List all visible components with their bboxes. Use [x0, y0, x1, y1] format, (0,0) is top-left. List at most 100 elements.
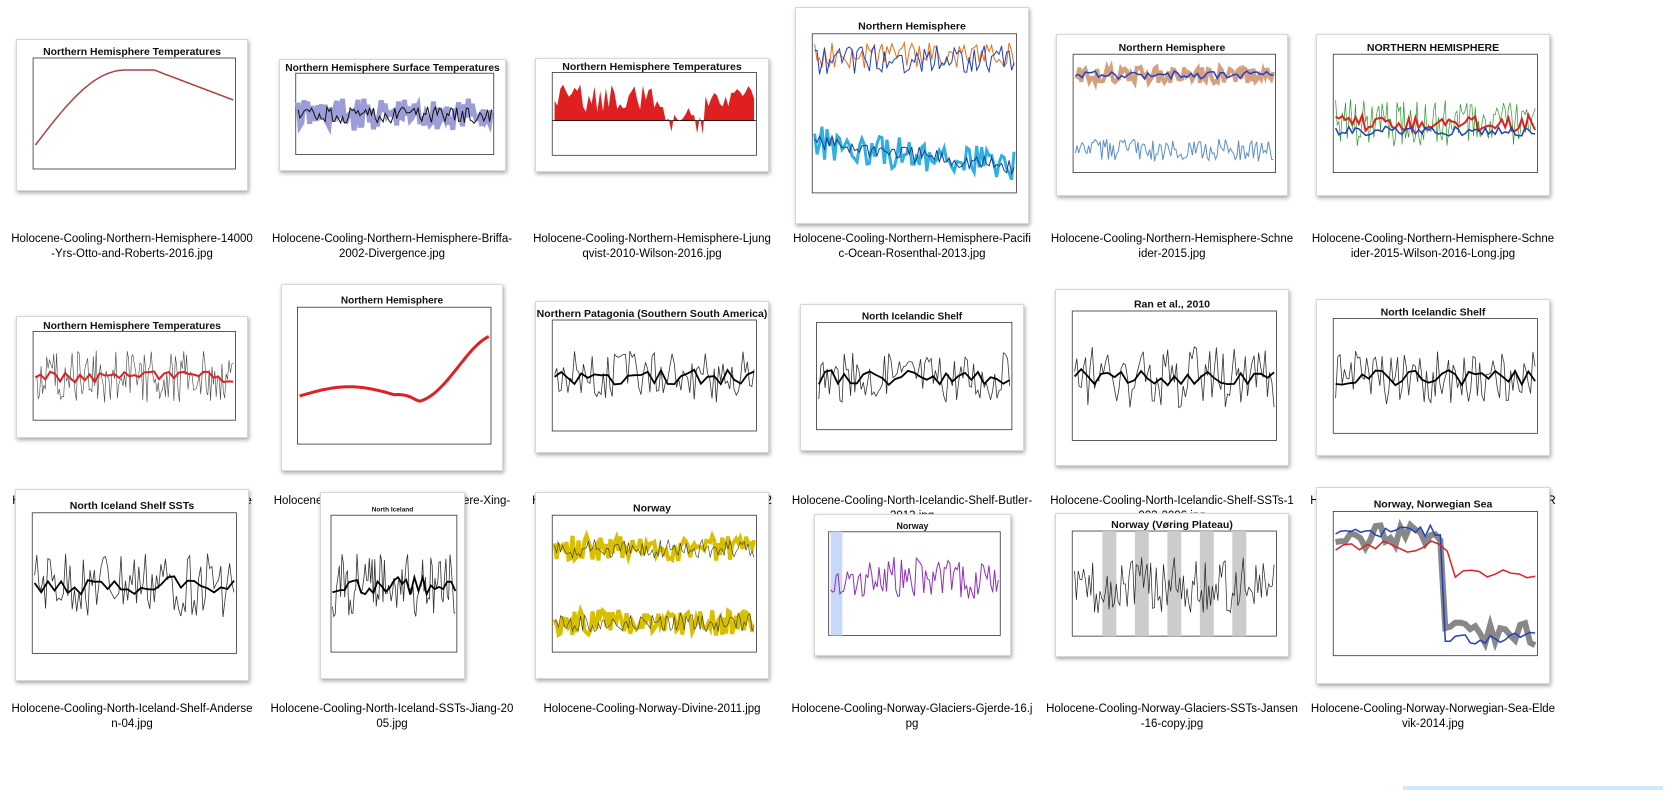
file-name-line: Holocene-Cooling-North-Iceland-SSTs-Jian… [270, 703, 514, 715]
thumbnail-chart-image: Northern Hemisphere Surface Temperatures [285, 63, 500, 156]
thumbnail-frame: Northern Patagonia (Southern South Ameri… [522, 262, 782, 492]
thumbnail-title: Northern Hemisphere Temperatures [43, 321, 221, 332]
thumbnail-frame: North Icelandic Shelf [1303, 262, 1563, 492]
file-item[interactable]: Norway, Norwegian Sea Holocene-Cooling-No… [1303, 470, 1563, 735]
file-name-line: Holocene-Cooling-Norway-Norwegian-Sea-El… [1310, 703, 1556, 715]
thumbnail-frame: NORTHERN HEMISPHERE [1303, 0, 1563, 230]
thumbnail-title: Northern Hemisphere Temperatures [43, 47, 221, 58]
file-name-label[interactable]: Holocene-Cooling-Northern-Hemisphere-Pac… [782, 232, 1042, 262]
file-name-line: c-Ocean-Rosenthal-2013.jpg [838, 248, 986, 260]
image-thumbnail[interactable]: Northern Hemisphere Surface Temperatures [278, 59, 506, 171]
file-item[interactable]: NORTHERN HEMISPHERE Holocene-Cooling-Nort… [1303, 0, 1563, 265]
thumbnail-frame: Northern Hemisphere Temperatures [522, 0, 782, 230]
image-thumbnail[interactable]: North Icelandic Shelf [800, 303, 1024, 451]
thumbnail-frame: North Iceland Shelf SSTs [2, 470, 262, 700]
thumbnail-frame: Northern Hemisphere [782, 0, 1042, 230]
thumbnail-frame: Northern Hemisphere [262, 262, 522, 492]
file-name-label[interactable]: Holocene-Cooling-North-Iceland-Shelf-And… [2, 702, 262, 732]
thumbnail-title: NORTHERN HEMISPHERE [1367, 42, 1499, 54]
file-name-label[interactable]: Holocene-Cooling-Northern-Hemisphere-Sch… [1042, 232, 1302, 262]
file-name-label[interactable]: Holocene-Cooling-Norway-Glaciers-Gjerde-… [782, 702, 1042, 732]
image-thumbnail[interactable]: Northern Hemisphere Temperatures [535, 58, 769, 172]
file-item[interactable]: North Icelandic Shelf Holocene-Cooling-No… [782, 262, 1042, 527]
file-name-label[interactable]: Holocene-Cooling-Norway-Divine-2011.jpg [522, 702, 782, 717]
image-thumbnail[interactable]: Norway [813, 514, 1011, 656]
thumbnail-chart-image: NORTHERN HEMISPHERE [1332, 42, 1538, 174]
thumbnail-title: Northern Patagonia (Southern South Ameri… [537, 308, 768, 320]
selection-highlight [1403, 786, 1663, 790]
thumbnail-chart-image: Northern Hemisphere Temperatures [32, 47, 236, 170]
file-item[interactable]: Northern Hemisphere Surface Temperatures… [262, 0, 522, 265]
file-name-line: -Yrs-Otto-and-Roberts-2016.jpg [51, 248, 213, 260]
file-name-line: Holocene-Cooling-Norway-Glaciers-Gjerde-… [791, 703, 1033, 715]
thumbnail-frame: Norway [782, 470, 1042, 700]
thumbnail-title: North Iceland Shelf SSTs [70, 500, 195, 512]
image-thumbnail[interactable]: Northern Hemisphere [281, 283, 503, 471]
image-thumbnail[interactable]: NORTHERN HEMISPHERE [1316, 34, 1550, 196]
image-thumbnail[interactable]: Norway, Norwegian Sea [1316, 486, 1550, 684]
file-name-line: -16-copy.jpg [1140, 718, 1204, 730]
file-name-line: n-04.jpg [111, 718, 153, 730]
image-thumbnail[interactable]: Northern Hemisphere [795, 6, 1029, 224]
file-name-label[interactable]: Holocene-Cooling-Norway-Norwegian-Sea-El… [1303, 702, 1563, 732]
thumbnail-chart-image: Norway [551, 502, 757, 652]
image-thumbnail[interactable]: Norway [535, 491, 769, 679]
thumbnail-chart-image: North Icelandic Shelf [1332, 306, 1538, 434]
image-thumbnail[interactable]: Ran et al., 2010 [1055, 288, 1289, 466]
file-item[interactable]: Norway Holocene-Cooling-Norway-Divine-201… [522, 470, 782, 735]
image-thumbnail[interactable]: Norway (Vøring Plateau) [1055, 513, 1289, 657]
thumbnail-frame: Northern Hemisphere Temperatures [2, 262, 262, 492]
file-name-label[interactable]: Holocene-Cooling-Norway-Glaciers-SSTs-Ja… [1042, 702, 1302, 732]
image-thumbnail[interactable]: North Iceland Shelf SSTs [15, 489, 249, 681]
file-name-line: Holocene-Cooling-Northern-Hemisphere-Sch… [1311, 233, 1555, 245]
file-item[interactable]: Ran et al., 2010 Holocene-Cooling-North-I… [1042, 262, 1302, 527]
thumbnail-title: Norway [896, 521, 928, 531]
thumbnail-title: Northern Hemisphere Surface Temperatures [285, 63, 500, 74]
file-name-line: pg [905, 718, 919, 730]
thumbnail-frame: Northern Hemisphere Surface Temperatures [262, 0, 522, 230]
file-name-line: Holocene-Cooling-North-Icelandic-Shelf-B… [791, 495, 1033, 507]
file-name-line: ider-2015-Wilson-2016-Long.jpg [1350, 248, 1516, 260]
file-item[interactable]: Northern Hemisphere Temperatures Holocene… [2, 0, 262, 265]
thumbnail-frame: Northern Hemisphere Temperatures [2, 0, 262, 230]
file-item[interactable]: Northern Hemisphere Temperatures Holocene… [522, 0, 782, 265]
file-item[interactable]: North Iceland Holocene-Cooling-North-Icel… [262, 470, 522, 735]
thumbnail-title: Ran et al., 2010 [1134, 298, 1210, 310]
file-name-line: vik-2014.jpg [1401, 718, 1464, 730]
file-name-label[interactable]: Holocene-Cooling-Northern-Hemisphere-Bri… [262, 232, 522, 262]
thumbnail-chart-image: Northern Hemisphere Temperatures [551, 61, 757, 156]
thumbnail-frame: North Iceland [262, 470, 522, 700]
thumbnail-chart-image: North Icelandic Shelf [816, 311, 1013, 430]
file-item[interactable]: Northern Hemisphere Holocene-Cooling-Nort… [1042, 0, 1302, 265]
file-name-label[interactable]: Holocene-Cooling-Northern-Hemisphere-Lju… [522, 232, 782, 262]
thumbnail-title: North Iceland [371, 506, 413, 513]
file-name-label[interactable]: Holocene-Cooling-Northern-Hemisphere-140… [2, 232, 262, 262]
thumbnail-frame: Ran et al., 2010 [1042, 262, 1302, 492]
file-name-line: Holocene-Cooling-Northern-Hemisphere-Sch… [1050, 233, 1294, 245]
image-thumbnail[interactable]: Northern Patagonia (Southern South Ameri… [535, 301, 769, 453]
file-item[interactable]: Norway (Vøring Plateau) Holocene-Cooling-… [1042, 470, 1302, 735]
thumbnail-chart-image: North Iceland [330, 506, 457, 652]
thumbnail-chart-image: Northern Hemisphere Temperatures [32, 321, 236, 421]
image-thumbnail[interactable]: North Icelandic Shelf [1316, 298, 1550, 456]
file-name-line: Holocene-Cooling-Northern-Hemisphere-140… [11, 233, 253, 245]
image-thumbnail[interactable]: North Iceland [319, 491, 465, 679]
thumbnail-frame: Northern Hemisphere [1042, 0, 1302, 230]
thumbnail-chart-image: Northern Hemisphere [296, 295, 492, 444]
file-item[interactable]: Norway Holocene-Cooling-Norway-Glaciers-G… [782, 470, 1042, 735]
thumbnail-frame: Norway (Vøring Plateau) [1042, 470, 1302, 700]
file-name-label[interactable]: Holocene-Cooling-Northern-Hemisphere-Sch… [1303, 232, 1563, 262]
thumbnail-title: Norway, Norwegian Sea [1374, 498, 1493, 510]
image-thumbnail[interactable]: Northern Hemisphere Temperatures [16, 316, 248, 438]
file-item[interactable]: North Iceland Shelf SSTs Holocene-Cooling… [2, 470, 262, 735]
thumbnail-chart-image: Norway [827, 521, 1001, 636]
image-thumbnail[interactable]: Northern Hemisphere Temperatures [16, 39, 248, 191]
image-thumbnail[interactable]: Northern Hemisphere [1056, 34, 1288, 196]
file-name-line: 2002-Divergence.jpg [338, 248, 446, 260]
file-name-line: Holocene-Cooling-North-Iceland-Shelf-And… [11, 703, 253, 715]
thumbnail-frame: Norway [522, 470, 782, 700]
file-item[interactable]: Northern Hemisphere Holocene-Cooling-Nort… [782, 0, 1042, 265]
thumbnail-title: North Icelandic Shelf [1381, 306, 1486, 318]
file-name-label[interactable]: Holocene-Cooling-North-Iceland-SSTs-Jian… [262, 702, 522, 732]
file-name-line: qvist-2010-Wilson-2016.jpg [582, 248, 722, 260]
